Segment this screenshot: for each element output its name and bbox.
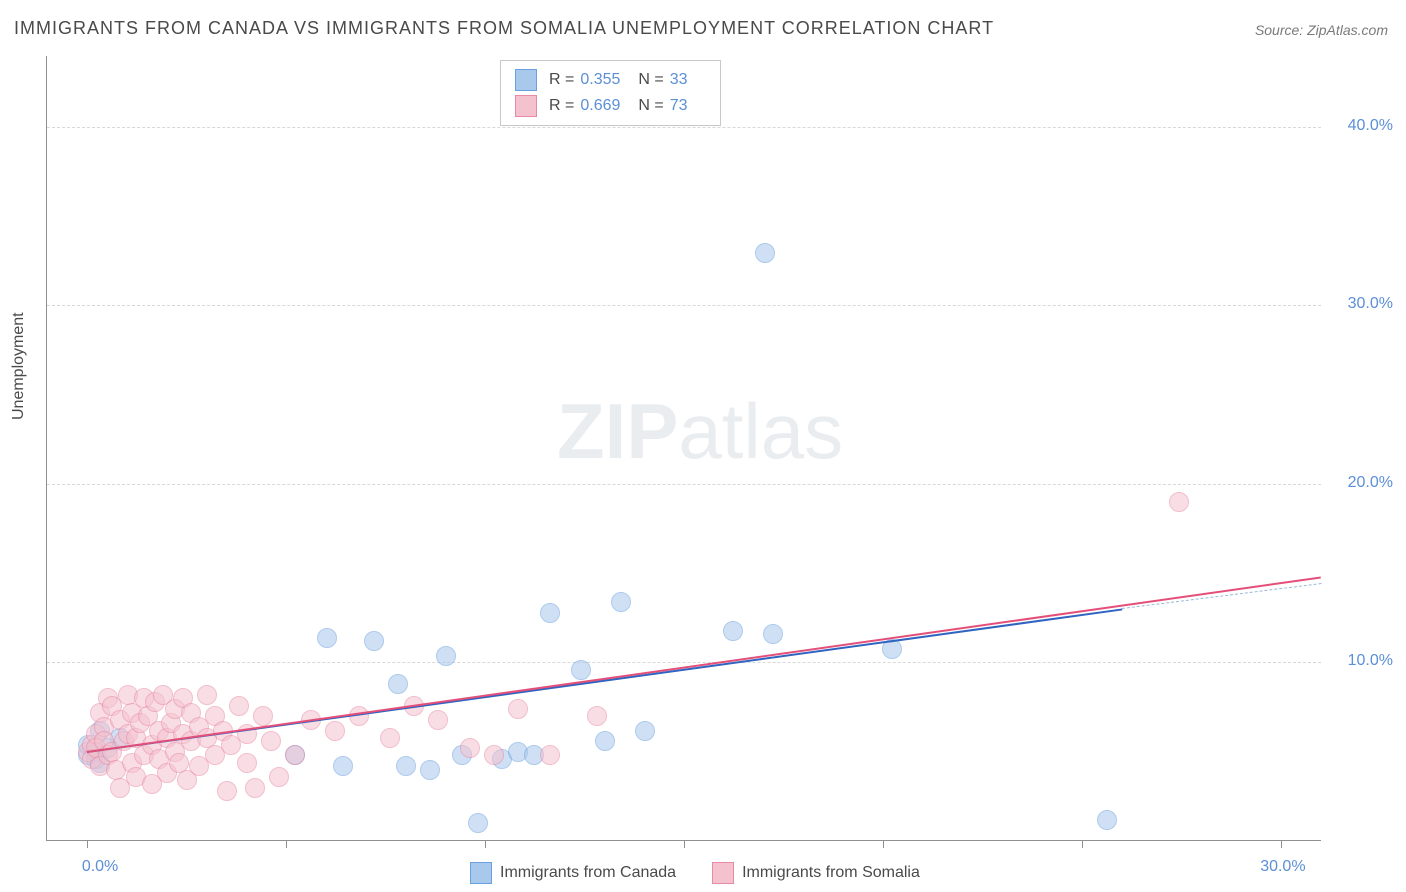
scatter-point-somalia [261, 731, 281, 751]
scatter-point-somalia [508, 699, 528, 719]
watermark: ZIPatlas [557, 386, 843, 477]
scatter-point-canada [420, 760, 440, 780]
legend-series-label: Immigrants from Somalia [742, 864, 920, 882]
scatter-point-somalia [229, 696, 249, 716]
scatter-point-canada [388, 674, 408, 694]
scatter-point-canada [595, 731, 615, 751]
regression-extension [1122, 583, 1321, 609]
scatter-point-somalia [540, 745, 560, 765]
gridline [47, 484, 1321, 485]
x-tick [1281, 840, 1282, 848]
series-legend: Immigrants from Canada Immigrants from So… [470, 862, 956, 884]
scatter-point-somalia [587, 706, 607, 726]
n-value: 33 [670, 71, 688, 89]
legend-series-item: Immigrants from Canada [470, 862, 676, 884]
chart-title: IMMIGRANTS FROM CANADA VS IMMIGRANTS FRO… [14, 18, 994, 39]
scatter-point-canada [333, 756, 353, 776]
scatter-point-canada [436, 646, 456, 666]
scatter-point-canada [635, 721, 655, 741]
r-value: 0.669 [580, 97, 620, 115]
y-tick-label: 30.0% [1348, 295, 1393, 313]
gridline [47, 127, 1321, 128]
scatter-point-somalia [253, 706, 273, 726]
r-label: R = [549, 71, 574, 89]
x-tick-label: 30.0% [1260, 858, 1305, 876]
watermark-bold: ZIP [557, 387, 678, 475]
y-tick-label: 20.0% [1348, 474, 1393, 492]
scatter-point-canada [540, 603, 560, 623]
r-label: R = [549, 97, 574, 115]
scatter-point-canada [468, 813, 488, 833]
gridline [47, 662, 1321, 663]
x-tick [684, 840, 685, 848]
n-value: 73 [670, 97, 688, 115]
legend-swatch [515, 95, 537, 117]
n-label: N = [638, 71, 663, 89]
x-tick [87, 840, 88, 848]
scatter-point-canada [571, 660, 591, 680]
scatter-point-canada [723, 621, 743, 641]
source-label: Source: ZipAtlas.com [1255, 22, 1388, 38]
scatter-point-somalia [237, 753, 257, 773]
scatter-point-canada [611, 592, 631, 612]
watermark-rest: atlas [678, 387, 843, 475]
scatter-point-somalia [380, 728, 400, 748]
y-tick-label: 10.0% [1348, 652, 1393, 670]
regression-line [87, 576, 1321, 753]
legend-correlation-row: R = 0.669 N = 73 [515, 93, 706, 119]
scatter-point-somalia [428, 710, 448, 730]
y-axis-label: Unemployment [10, 312, 28, 420]
scatter-point-canada [396, 756, 416, 776]
legend-correlation-row: R = 0.355 N = 33 [515, 67, 706, 93]
gridline [47, 305, 1321, 306]
legend-swatch [470, 862, 492, 884]
scatter-point-somalia [484, 745, 504, 765]
legend-series-item: Immigrants from Somalia [712, 862, 920, 884]
scatter-point-somalia [285, 745, 305, 765]
scatter-point-somalia [325, 721, 345, 741]
scatter-point-somalia [197, 685, 217, 705]
x-tick [286, 840, 287, 848]
x-tick-label: 0.0% [82, 858, 118, 876]
x-tick [485, 840, 486, 848]
scatter-point-canada [755, 243, 775, 263]
scatter-point-somalia [1169, 492, 1189, 512]
scatter-point-canada [1097, 810, 1117, 830]
y-tick-label: 40.0% [1348, 117, 1393, 135]
scatter-point-somalia [217, 781, 237, 801]
x-tick [1082, 840, 1083, 848]
r-value: 0.355 [580, 71, 620, 89]
n-label: N = [638, 97, 663, 115]
scatter-point-canada [763, 624, 783, 644]
scatter-point-somalia [245, 778, 265, 798]
legend-swatch [712, 862, 734, 884]
scatter-point-canada [317, 628, 337, 648]
x-tick [883, 840, 884, 848]
chart-plot-area: ZIPatlas 10.0%20.0%30.0%40.0% [46, 56, 1321, 841]
correlation-legend: R = 0.355 N = 33 R = 0.669 N = 73 [500, 60, 721, 126]
scatter-point-somalia [460, 738, 480, 758]
scatter-point-somalia [269, 767, 289, 787]
legend-series-label: Immigrants from Canada [500, 864, 676, 882]
legend-swatch [515, 69, 537, 91]
scatter-point-canada [364, 631, 384, 651]
